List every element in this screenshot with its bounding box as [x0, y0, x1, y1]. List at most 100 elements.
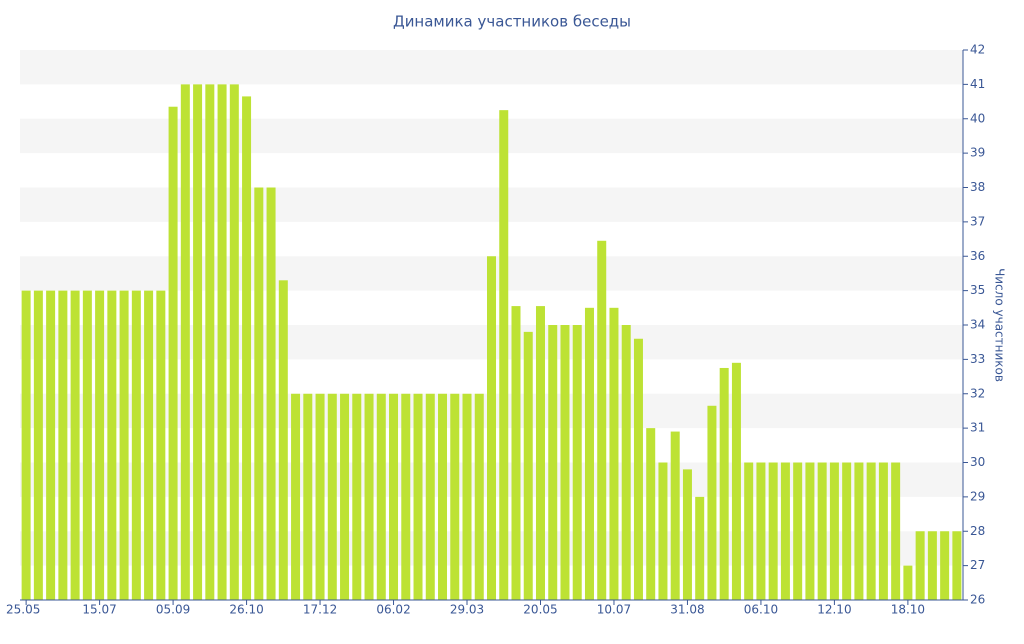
bar: [780, 462, 790, 600]
bar: [560, 325, 570, 600]
bar: [621, 325, 631, 600]
bar: [462, 393, 472, 600]
bar: [487, 256, 496, 600]
bar: [413, 393, 423, 600]
bar: [168, 106, 178, 600]
bar: [695, 496, 705, 600]
y-tick-label: 42: [970, 43, 985, 57]
bar: [291, 393, 301, 600]
bar: [670, 431, 680, 600]
bar: [744, 462, 754, 600]
y-tick-label: 26: [970, 593, 985, 607]
bar: [156, 290, 166, 600]
y-tick-label: 37: [970, 214, 985, 228]
bar: [572, 325, 582, 600]
grid-band: [20, 50, 963, 85]
x-tick-label: 06.02: [376, 603, 410, 617]
y-tick-label: 34: [970, 318, 985, 332]
bar: [474, 393, 484, 600]
bar: [719, 367, 729, 600]
bar: [891, 462, 901, 600]
bar: [327, 393, 337, 600]
grid-band: [20, 187, 963, 222]
bar: [389, 393, 399, 600]
y-tick-label: 28: [970, 524, 985, 538]
bar: [340, 393, 350, 600]
y-tick-label: 32: [970, 386, 985, 400]
bar: [915, 531, 925, 600]
bar: [119, 290, 129, 600]
x-tick-label: 31.08: [670, 603, 704, 617]
bar: [278, 280, 288, 600]
bar: [878, 462, 888, 600]
bar: [548, 325, 558, 600]
y-tick-label: 29: [970, 489, 985, 503]
bar: [523, 331, 533, 600]
bar: [707, 405, 717, 600]
bar: [58, 290, 68, 600]
bar: [229, 84, 239, 600]
y-tick-label: 39: [970, 146, 985, 160]
bar: [940, 531, 950, 600]
bar: [768, 462, 778, 600]
bar: [805, 462, 815, 600]
bar: [597, 240, 607, 600]
y-tick-label: 31: [970, 421, 985, 435]
bar: [682, 469, 692, 600]
bar: [658, 462, 668, 600]
bar: [903, 565, 913, 600]
bar: [95, 290, 105, 600]
y-axis-label: Число участников: [993, 268, 1007, 382]
bar: [425, 393, 435, 600]
bar: [193, 84, 203, 600]
x-tick-label: 15.07: [82, 603, 116, 617]
bar: [817, 462, 827, 600]
bar: [33, 290, 43, 600]
bar: [401, 393, 411, 600]
x-tick-label: 20.05: [523, 603, 557, 617]
x-tick-label: 25.05: [6, 603, 40, 617]
x-tick-label: 10.07: [597, 603, 631, 617]
x-tick-label: 06.10: [744, 603, 778, 617]
bar: [21, 290, 31, 600]
bar: [131, 290, 141, 600]
bar: [180, 84, 190, 600]
x-tick-label: 29.03: [450, 603, 484, 617]
y-tick-label: 33: [970, 352, 985, 366]
bar: [376, 393, 386, 600]
x-tick-label: 18.10: [891, 603, 925, 617]
bar: [450, 393, 460, 600]
bar: [609, 307, 619, 600]
y-tick-label: 35: [970, 283, 985, 297]
bar: [499, 110, 509, 600]
bar: [364, 393, 374, 600]
bar: [254, 187, 264, 600]
chart-title: Динамика участников беседы: [393, 13, 631, 31]
bar: [952, 531, 962, 600]
bar: [511, 306, 521, 600]
bar: [584, 307, 594, 600]
y-tick-label: 41: [970, 77, 985, 91]
y-tick-label: 30: [970, 455, 985, 469]
bar: [205, 84, 215, 600]
bar: [633, 338, 643, 600]
bar: [217, 84, 227, 600]
bar: [842, 462, 852, 600]
y-tick-label: 40: [970, 111, 985, 125]
bar: [315, 393, 325, 600]
bar: [854, 462, 864, 600]
bar: [70, 290, 80, 600]
y-tick-label: 36: [970, 249, 985, 263]
bar: [266, 187, 276, 600]
y-tick-label: 27: [970, 558, 985, 572]
y-tick-label: 38: [970, 180, 985, 194]
bar: [438, 393, 448, 600]
bar: [756, 462, 766, 600]
bar: [303, 393, 313, 600]
grid-band: [20, 118, 963, 154]
bar: [46, 290, 56, 600]
bar: [927, 531, 937, 600]
bar: [793, 462, 803, 600]
bar: [535, 306, 545, 600]
